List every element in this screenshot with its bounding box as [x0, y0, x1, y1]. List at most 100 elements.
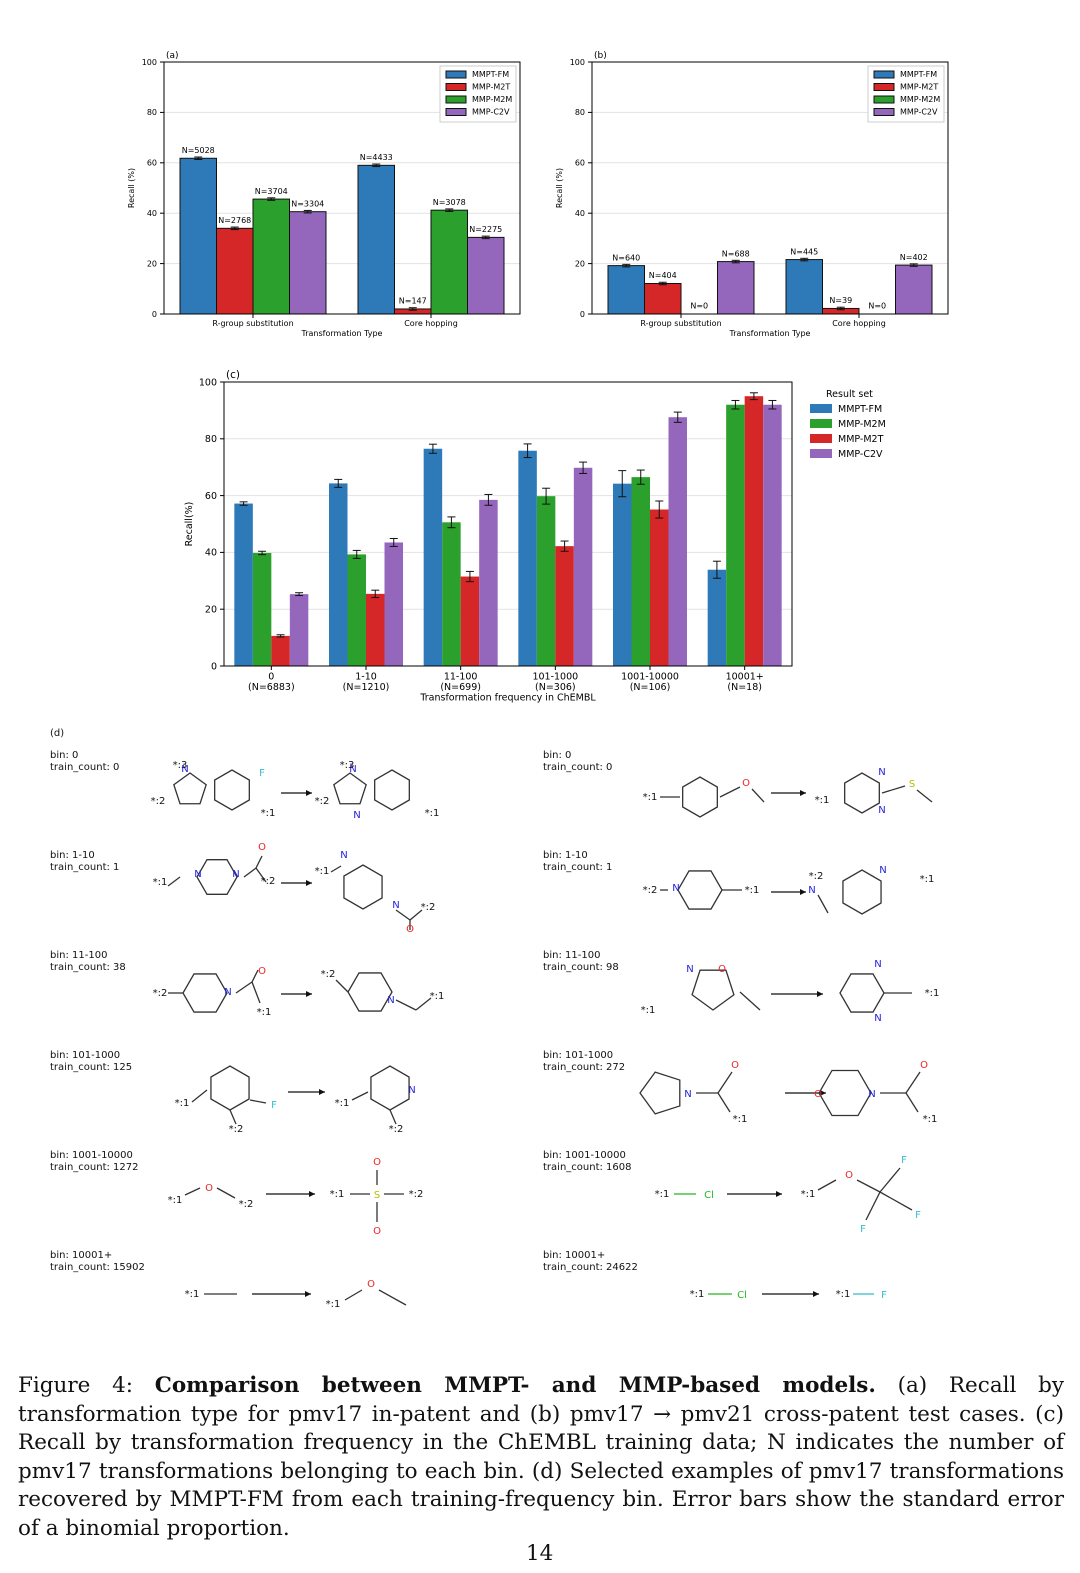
y-tick-label: 60: [205, 491, 217, 502]
legend-entry: MMPT-FM: [838, 404, 882, 415]
atom-label: O: [373, 1157, 381, 1168]
example-label-left-5: bin: 10001+ train_count: 15902: [50, 1250, 145, 1273]
bar: [467, 236, 505, 315]
example-label-right-2: bin: 11-100 train_count: 98: [543, 950, 619, 973]
bond: [395, 909, 411, 921]
bond: [415, 997, 432, 1011]
bond: [229, 1109, 237, 1125]
bar: [785, 259, 823, 315]
atom-label: *:1: [335, 1098, 350, 1109]
atom-label: N: [878, 805, 885, 816]
plot-frame: [223, 381, 793, 667]
atom-label: *:2: [643, 885, 658, 896]
x-tick-label: 101-1000: [532, 672, 578, 683]
atom-label: *:1: [425, 808, 440, 819]
x-tick-label-n: (N=106): [630, 682, 671, 693]
atom-label: F: [881, 1290, 887, 1301]
atom-label: *:1: [643, 792, 658, 803]
y-tick-label: 80: [205, 434, 217, 445]
legend-entry: MMP-M2M: [900, 95, 940, 104]
bond: [344, 1289, 363, 1301]
bond: [905, 1092, 919, 1113]
atom-label: *:1: [257, 1007, 272, 1018]
ring: [639, 1071, 681, 1115]
arrow-head: [319, 1089, 325, 1095]
x-axis-label: Transformation Type: [729, 329, 811, 338]
ring: [844, 772, 880, 814]
bond: [865, 1191, 881, 1221]
ring: [677, 870, 723, 910]
atom-label: O: [258, 966, 266, 977]
bond: [235, 981, 253, 994]
legend-entry: MMP-C2V: [472, 108, 510, 117]
panel-label: (c): [226, 369, 240, 381]
data-label: N=404: [649, 271, 677, 280]
y-axis-label: Recall(%): [184, 502, 195, 547]
bond: [216, 1187, 236, 1199]
legend: Result set MMPT-FM MMP-M2M MMP-M2T MMP-C2V: [810, 389, 886, 460]
y-tick-label: 80: [147, 108, 157, 117]
legend-swatch: [810, 434, 832, 443]
ring: [182, 973, 228, 1013]
bond: [856, 1179, 881, 1193]
atom-label: *:1: [836, 1289, 851, 1300]
bond: [243, 867, 257, 878]
y-tick-label: 40: [147, 209, 157, 218]
ring: [682, 776, 718, 818]
bar: [384, 542, 403, 666]
data-label: N=2275: [469, 225, 502, 234]
atom-label: O: [814, 1089, 822, 1100]
atom-label: N: [684, 1089, 691, 1100]
atom-label: N: [868, 1089, 875, 1100]
bar: [329, 483, 348, 666]
x-axis-label: Transformation Type: [301, 329, 383, 338]
atom-label: *:2: [809, 871, 824, 882]
atom-label: F: [915, 1210, 921, 1221]
example-label-right-3: bin: 101-1000 train_count: 272: [543, 1050, 626, 1073]
y-tick-label: 100: [570, 58, 585, 67]
atom-label: N: [392, 900, 399, 911]
bar: [555, 546, 574, 666]
bar: [631, 477, 650, 666]
atom-label: *:3: [173, 760, 188, 771]
bar: [252, 198, 290, 315]
atom-label: *:2: [409, 1189, 424, 1200]
bar: [289, 211, 327, 315]
bar: [357, 164, 395, 315]
bar: [479, 499, 498, 666]
x-tick-label-n: (N=6883): [248, 682, 295, 693]
atom-label: *:1: [330, 1189, 345, 1200]
bar: [234, 503, 253, 666]
bar: [442, 522, 461, 666]
atom-label: *:1: [641, 1005, 656, 1016]
legend-swatch: [445, 83, 467, 91]
ring: [343, 864, 383, 910]
atom-label: F: [901, 1155, 907, 1166]
bar: [430, 209, 468, 315]
example-label-left-3: bin: 101-1000 train_count: 125: [50, 1050, 133, 1073]
legend-swatch: [873, 108, 895, 116]
atom-label: N: [387, 995, 394, 1006]
atom-label: *:1: [430, 991, 445, 1002]
example-label-left-0: bin: 0 train_count: 0: [50, 750, 120, 773]
atom-label: N: [686, 964, 693, 975]
figure-caption: Figure 4: Comparison between MMPT- and M…: [18, 1372, 1064, 1544]
ring: [347, 972, 393, 1012]
arrow-head: [820, 1090, 826, 1096]
bond: [751, 788, 765, 803]
bar: [726, 404, 745, 666]
legend-title: Result set: [826, 389, 873, 400]
bond: [717, 1092, 731, 1113]
example-label-right-4: bin: 1001-10000 train_count: 1608: [543, 1150, 632, 1173]
y-tick-label: 20: [205, 605, 217, 616]
legend-entry: MMPT-FM: [472, 70, 509, 79]
bond: [817, 894, 829, 914]
atom-label: *:1: [185, 1289, 200, 1300]
bond: [916, 789, 933, 803]
atom-label: F: [259, 768, 265, 779]
ring: [818, 1069, 872, 1117]
atom-label: *:1: [925, 988, 940, 999]
bar: [252, 552, 272, 666]
arrow-head: [306, 880, 312, 886]
atom-label: N: [878, 767, 885, 778]
